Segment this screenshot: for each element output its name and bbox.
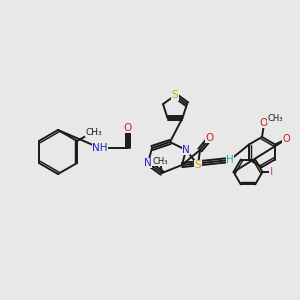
Text: NH: NH <box>92 143 108 153</box>
Text: N: N <box>144 158 152 168</box>
Text: H: H <box>226 155 234 165</box>
Text: I: I <box>270 167 273 177</box>
Text: N: N <box>182 145 190 155</box>
Text: S: S <box>195 160 201 170</box>
Text: CH₃: CH₃ <box>153 157 168 166</box>
Text: O: O <box>283 134 290 144</box>
Text: CH₃: CH₃ <box>86 128 103 136</box>
Text: CH₃: CH₃ <box>268 114 283 123</box>
Text: S: S <box>172 90 178 100</box>
Text: O: O <box>124 123 132 133</box>
Text: O: O <box>206 133 214 143</box>
Text: O: O <box>260 118 268 128</box>
